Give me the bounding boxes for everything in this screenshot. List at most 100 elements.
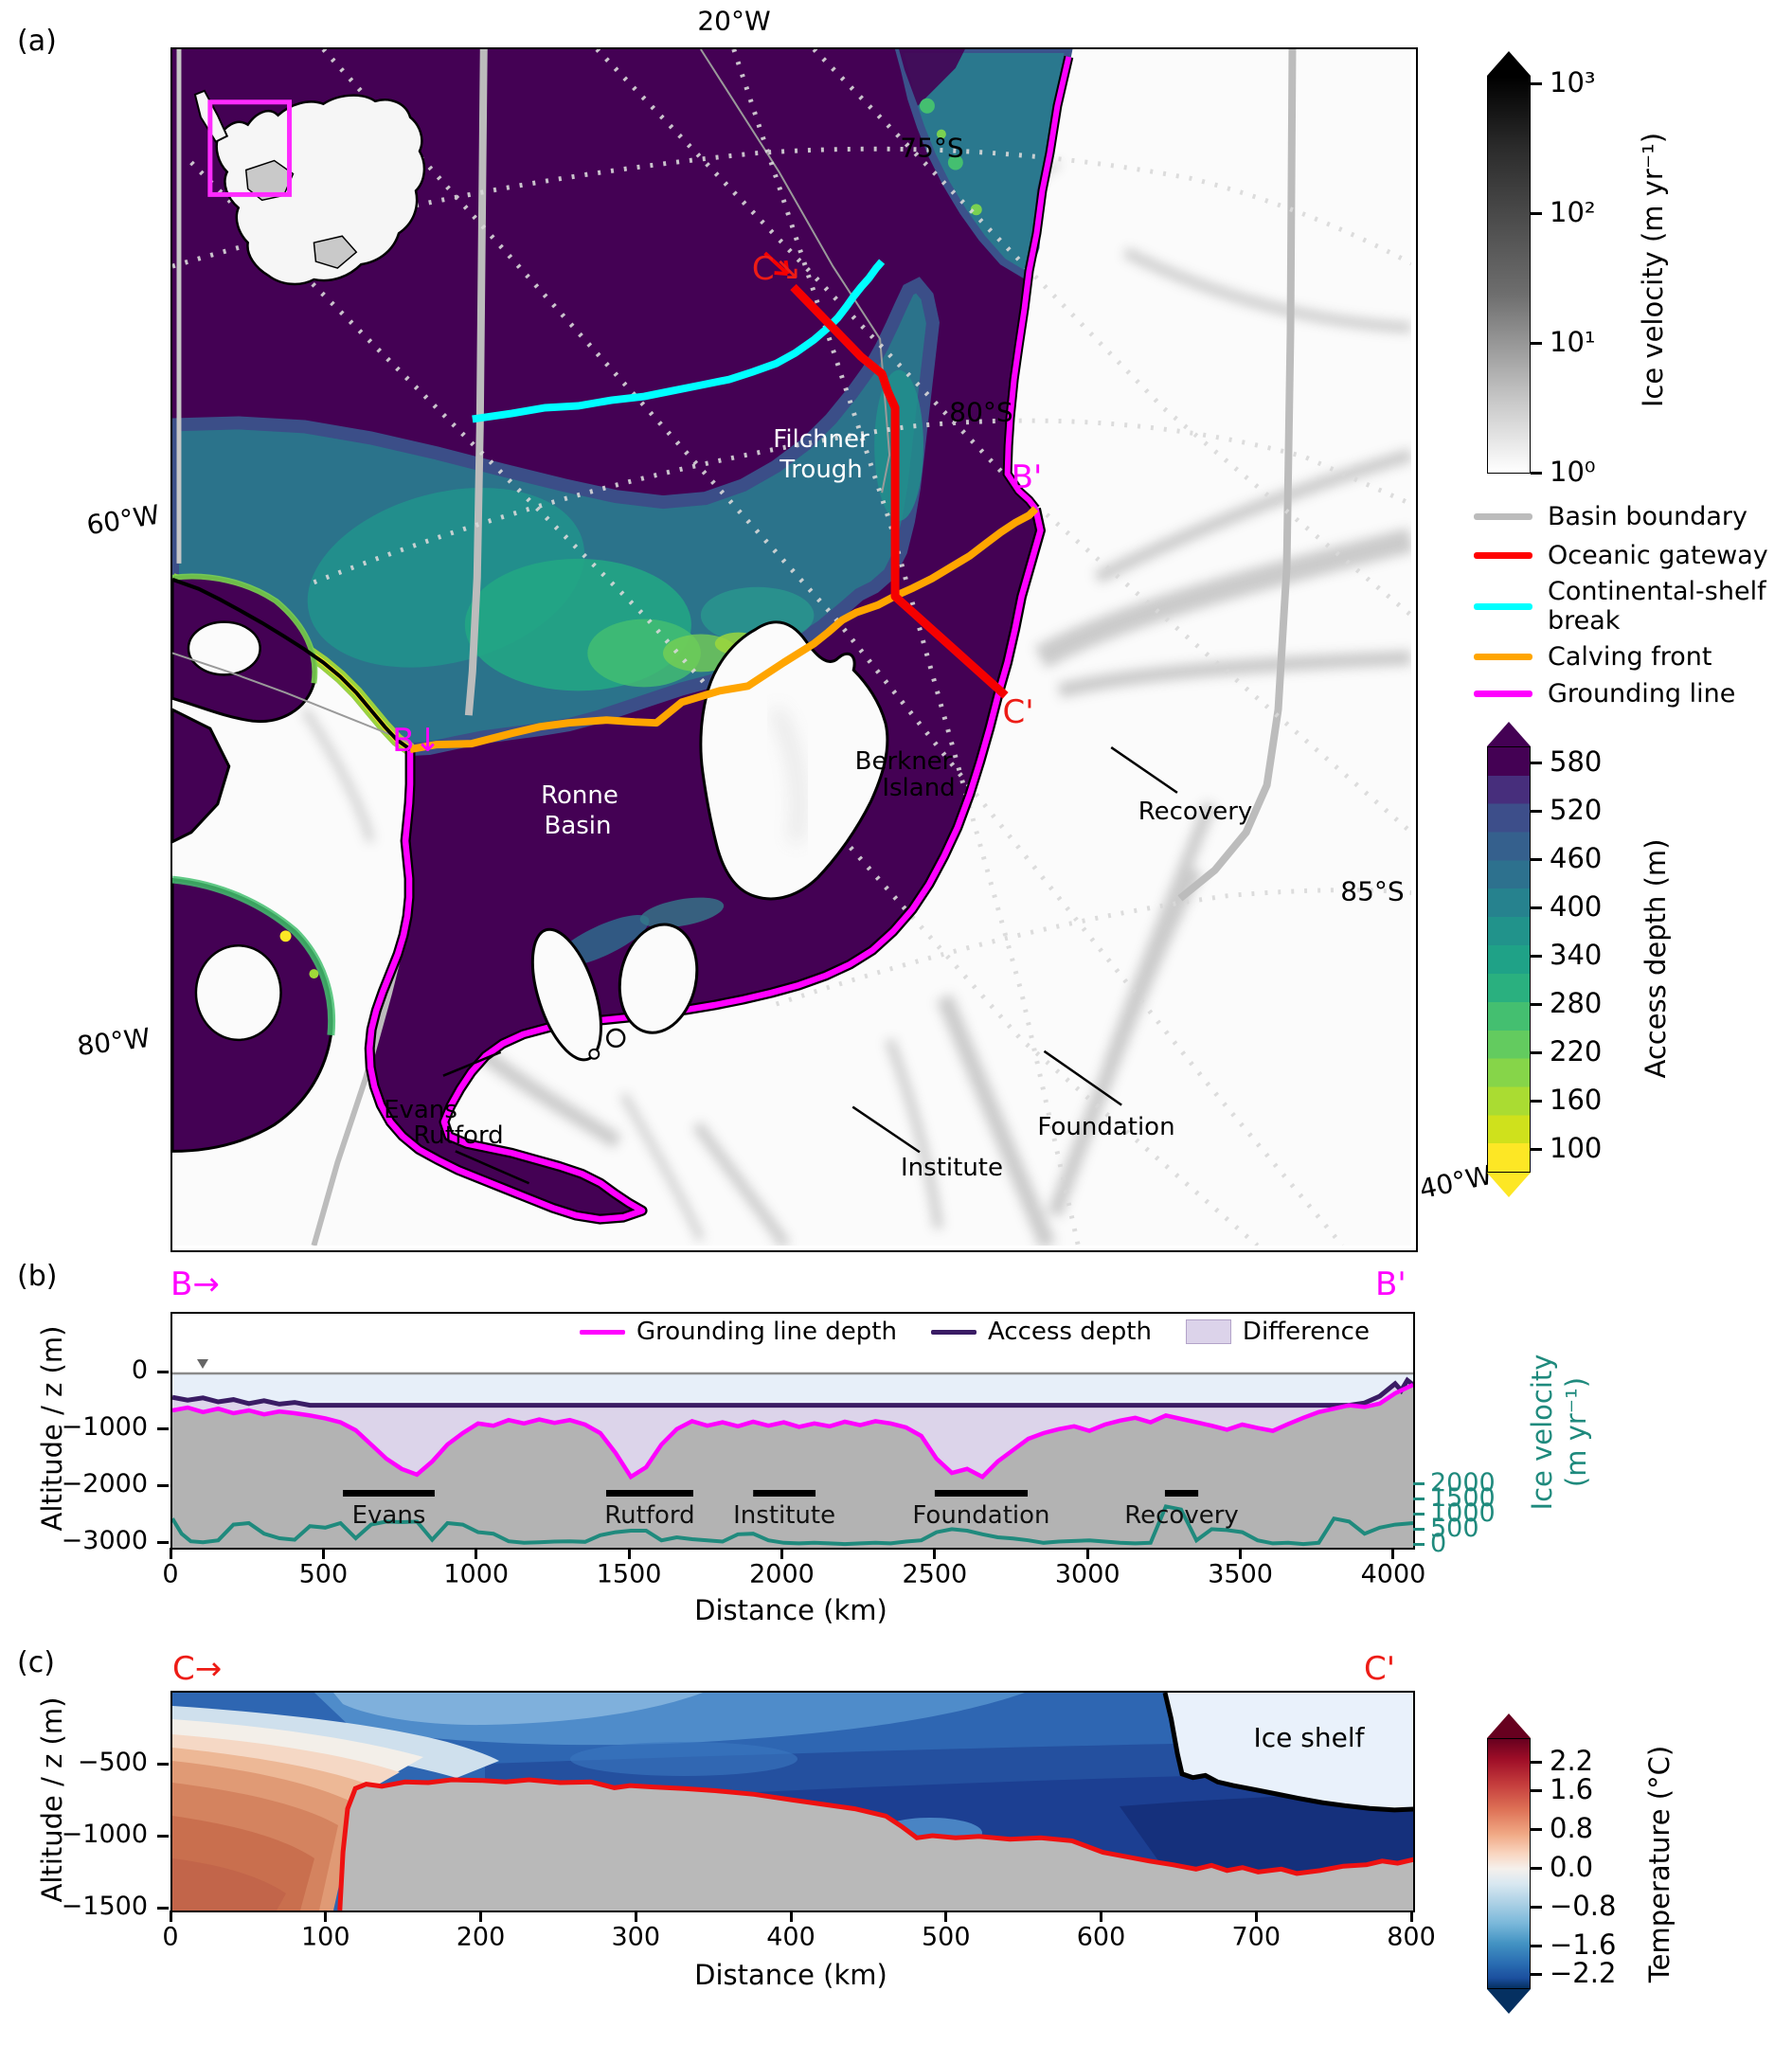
shelf-depth-patches [307, 369, 923, 691]
berkner-island-label-2: Island [882, 774, 956, 802]
panel-b-end-marker: B' [1375, 1265, 1407, 1303]
glacier-bar-recovery [1164, 1490, 1199, 1497]
temp-colorbar-label: Temperature (°C) [1643, 1745, 1676, 1983]
inset-ross-shelf [313, 235, 358, 269]
velocity-colorbar-label: Ice velocity (m yr⁻¹) [1637, 132, 1669, 408]
panel-b-canvas: Evans Rutford Institute Foundation Recovery [172, 1359, 1413, 1548]
colorbar-tick-mark [1531, 1050, 1542, 1054]
legend-label: Continental-shelf break [1548, 577, 1766, 636]
map-legend-row: Oceanic gateway [1474, 541, 1788, 570]
map-legend-row: Continental-shelf break [1474, 577, 1788, 636]
x-tick-mark [475, 1548, 478, 1559]
graticule [172, 49, 1411, 1246]
y-tick-mark [157, 1426, 169, 1430]
panel-c-xlabel: Distance (km) [694, 1959, 887, 1991]
glacier-bar-label-institute: Institute [733, 1501, 835, 1530]
colorbar-tick-label: 460 [1550, 842, 1603, 874]
x-tick-label: 100 [300, 1922, 350, 1952]
panel-b-right-label-2: (m yr⁻¹) [1560, 1376, 1592, 1488]
panel-a-label: (a) [17, 25, 57, 58]
glacier-bar-institute [753, 1490, 816, 1497]
colorbar-tick-label: 100 [1550, 1132, 1603, 1164]
y-tick-label: −3000 [61, 1526, 148, 1555]
y-tick-label: −1000 [61, 1412, 148, 1442]
ice-shelf-label: Ice shelf [1253, 1722, 1365, 1753]
panel-c-plot: Ice shelf [170, 1691, 1415, 1912]
temp-colorbar-arrow-top [1487, 1713, 1531, 1738]
panel-c-start-marker: C→ [172, 1650, 223, 1688]
gateway-arrow [763, 251, 790, 277]
y-tick-mark [157, 1906, 169, 1910]
legend-label: Grounding line [1548, 679, 1736, 709]
map-antarctic-region: Filchner Trough Ronne Basin Berkner Isla… [170, 47, 1418, 1252]
panel-c-end-marker: C' [1364, 1650, 1396, 1688]
y-tick-mark [157, 1834, 169, 1838]
x-tick-mark [1085, 1548, 1089, 1559]
x-tick-mark [324, 1911, 328, 1922]
y-tick-label: −1500 [61, 1892, 148, 1921]
colorbar-tick-mark [1531, 857, 1542, 861]
label-leaders [442, 746, 1178, 1185]
colorbar-tick-label: 10³ [1550, 66, 1596, 99]
colorbar-tick-label: 10² [1550, 196, 1596, 228]
glacier-bar-rutford [605, 1490, 693, 1497]
colorbar-tick-label: 220 [1550, 1035, 1603, 1067]
ice-rises [530, 897, 725, 1062]
panel-c-canvas [172, 1693, 1413, 1911]
legend-line-swatch [930, 1329, 977, 1335]
x-tick-mark [789, 1911, 793, 1922]
x-tick-label: 200 [456, 1922, 506, 1952]
panel-b-legend-item: Grounding line depth [580, 1318, 897, 1346]
colorbar-tick-label: 340 [1550, 939, 1603, 971]
legend-patch-swatch [1185, 1319, 1231, 1344]
map-canvas [172, 49, 1411, 1246]
colorbar-tick-mark [1531, 954, 1542, 958]
right-tick-label: 0 [1430, 1529, 1447, 1558]
right-tick-label: 1000 [1430, 1498, 1496, 1528]
velocity-colorbar [1487, 76, 1531, 474]
legend-swatch-oceanic-gateway [1474, 552, 1532, 559]
colorbar-tick-label: −1.6 [1550, 1928, 1617, 1961]
legend-label: Grounding line depth [636, 1318, 897, 1346]
transect-b-end-marker: B' [1011, 458, 1043, 496]
colorbar-tick-label: −2.2 [1550, 1957, 1617, 1989]
map-legend-row: Calving front [1474, 642, 1788, 672]
x-tick-label: 600 [1076, 1922, 1126, 1952]
colorbar-tick-mark [1531, 906, 1542, 909]
y-tick-label: −1000 [61, 1820, 148, 1849]
sea-level-marker [197, 1359, 208, 1369]
legend-label: Difference [1242, 1318, 1370, 1346]
colorbar-tick-mark [1531, 809, 1542, 813]
colorbar-tick-mark [1531, 1760, 1542, 1764]
colorbar-tick-label: 10¹ [1550, 326, 1596, 358]
colorbar-tick-label: 0.8 [1550, 1812, 1594, 1844]
ronne-basin-label-2: Basin [544, 812, 612, 840]
y-tick-mark [157, 1762, 169, 1766]
transect-c-end-marker: C' [1002, 693, 1034, 731]
x-tick-label: 2000 [749, 1559, 815, 1589]
difference-fill [172, 1380, 1413, 1478]
y-tick-label: −500 [77, 1748, 148, 1777]
glacier-bar-label-evans: Evans [352, 1501, 426, 1530]
panel-b-legend-item: Access depth [930, 1318, 1152, 1346]
colorbar-tick-mark [1531, 471, 1542, 475]
temp-colorbar [1487, 1738, 1531, 1989]
velocity-colorbar-arrow [1487, 51, 1531, 76]
legend-label: Calving front [1548, 642, 1712, 672]
colorbar-tick-mark [1531, 1944, 1542, 1947]
recovery-label: Recovery [1138, 798, 1253, 826]
filchner-trough-label-1: Filchner [773, 425, 869, 454]
ronne-basin-label-1: Ronne [541, 781, 618, 810]
map-lon-80w-label: 80°W [75, 1021, 152, 1063]
x-tick-label: 500 [298, 1559, 349, 1589]
evans-label: Evans [384, 1096, 457, 1124]
y-tick-mark [157, 1540, 169, 1544]
colorbar-tick-label: 520 [1550, 794, 1603, 826]
legend-swatch-grounding-line [1474, 691, 1532, 697]
map-lat-80s-label: 80°S [949, 396, 1013, 428]
right-tick-mark [1413, 1527, 1425, 1531]
x-tick-mark [169, 1548, 172, 1559]
rutford-label: Rutford [413, 1121, 504, 1150]
inset-study-area-box [207, 99, 293, 197]
right-tick-mark [1413, 1542, 1425, 1546]
